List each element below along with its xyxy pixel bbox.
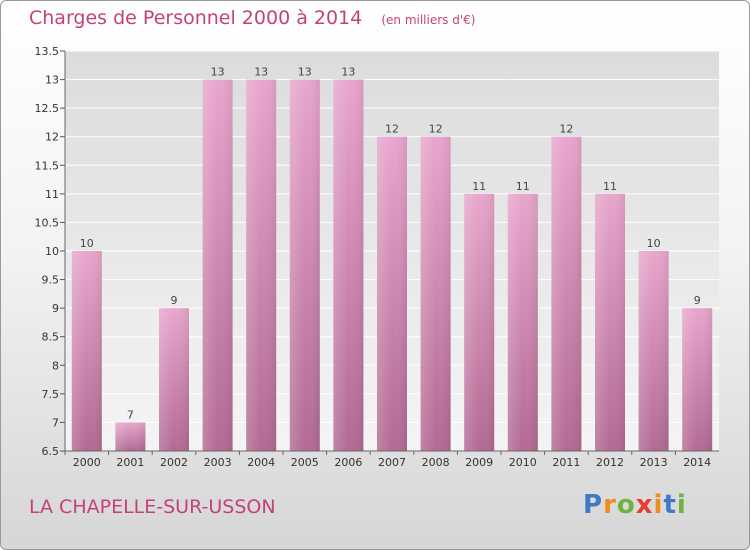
title-block: Charges de Personnel 2000 à 2014 (en mil… [29,7,475,29]
bar-shine [333,79,364,452]
data-label: 10 [647,237,661,250]
logo-letter: r [603,490,617,520]
logo-letter: x [635,490,654,520]
x-tick-label: 2014 [683,456,711,469]
x-tick-label: 2004 [247,456,275,469]
data-label: 13 [298,66,312,79]
data-label: 9 [171,294,178,307]
logo-letter: t [663,490,677,520]
data-label: 12 [559,123,573,136]
y-tick-label: 7.5 [42,388,60,401]
y-tick-label: 11 [45,188,59,201]
x-tick-label: 2011 [552,456,580,469]
x-tick-label: 2008 [422,456,450,469]
x-tick-label: 2013 [640,456,668,469]
x-tick-label: 2007 [378,456,406,469]
y-tick-label: 8 [52,359,59,372]
y-tick-label: 11.5 [35,159,60,172]
bar-shine [202,79,233,452]
bar-shine [115,422,146,451]
bars: 10 7 9 13 13 13 13 12 12 11 11 12 11 10 9 [71,66,713,452]
y-tick-label: 9 [52,302,59,315]
y-tick-label: 10.5 [35,216,60,229]
data-label: 10 [80,237,94,250]
bar-shine [638,251,669,451]
x-axis: 2000 2001 2002 2003 2004 2005 2006 2007 2008 2009… [64,450,719,469]
bar-shine [289,79,320,452]
chart-unit: (en milliers d'€) [381,13,476,27]
y-tick-label: 8.5 [42,331,60,344]
x-tick-label: 2009 [465,456,493,469]
x-tick-label: 2003 [204,456,232,469]
x-tick-label: 2010 [509,456,537,469]
y-axis: 6.5 7 7.5 8 8.5 9 9.5 10 10.5 11 11.5 12 12.5 13 13.5 [35,45,66,458]
x-tick-label: 2012 [596,456,624,469]
bar-shine [682,308,713,451]
commune-name: LA CHAPELLE-SUR-USSON [29,496,276,518]
data-label: 9 [694,294,701,307]
x-tick-label: 2006 [334,456,362,469]
y-tick-label: 7 [52,416,59,429]
bar-shine [595,193,625,451]
bar-shine [71,251,102,451]
y-tick-label: 13 [45,74,59,87]
bar-shine [420,136,451,451]
data-label: 13 [254,66,268,79]
bar-shine [246,79,277,452]
y-tick-label: 6.5 [42,445,60,458]
y-tick-label: 12.5 [35,102,60,115]
data-label: 11 [516,180,530,193]
data-label: 13 [211,66,225,79]
bar-shine [507,193,538,451]
proxiti-logo: Proxiti [583,490,687,520]
y-tick-label: 10 [45,245,59,258]
y-tick-label: 9.5 [42,274,60,287]
bar-shine [377,136,407,451]
y-tick-label: 13.5 [35,45,60,58]
y-tick-label: 12 [45,131,59,144]
data-label: 12 [385,123,399,136]
logo-letter: i [676,490,687,520]
logo-letter: o [616,490,636,520]
chart-title: Charges de Personnel 2000 à 2014 [29,7,363,29]
bar-shine [551,136,582,451]
data-label: 12 [429,123,443,136]
data-label: 11 [472,180,486,193]
logo-letter: P [583,490,604,520]
data-label: 13 [341,66,355,79]
x-tick-label: 2000 [73,456,101,469]
x-tick-label: 2001 [116,456,144,469]
x-tick-label: 2005 [291,456,319,469]
x-tick-label: 2002 [160,456,188,469]
data-label: 7 [127,408,134,421]
data-label: 11 [603,180,617,193]
logo-letter: i [653,490,664,520]
bar-shine [464,193,495,451]
bar-shine [159,308,189,451]
